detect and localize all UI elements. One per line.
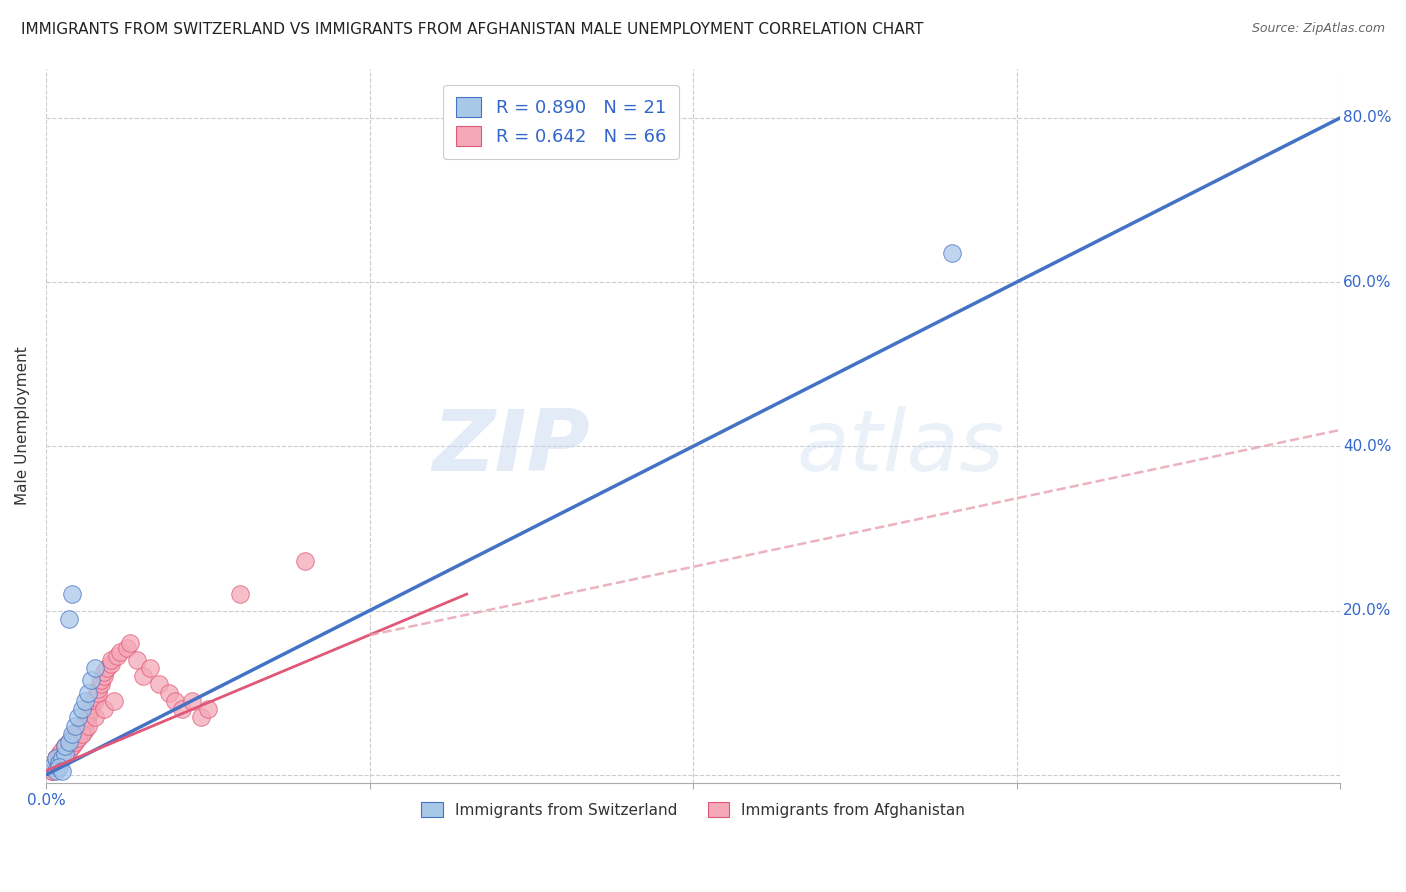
Text: IMMIGRANTS FROM SWITZERLAND VS IMMIGRANTS FROM AFGHANISTAN MALE UNEMPLOYMENT COR: IMMIGRANTS FROM SWITZERLAND VS IMMIGRANT… (21, 22, 924, 37)
Point (110, 645, 132, 659)
Point (77, 710, 100, 724)
Point (73, 694, 96, 708)
Point (73, 714, 96, 729)
Text: atlas: atlas (797, 406, 1005, 489)
Point (51, 751, 73, 765)
Text: 20.0%: 20.0% (1343, 603, 1392, 618)
Point (105, 648, 128, 663)
Point (93, 702, 115, 716)
Point (941, 246, 963, 260)
Point (157, 686, 180, 700)
Point (58, 743, 80, 757)
Point (132, 669, 155, 683)
Point (60, 587, 83, 601)
Point (55, 739, 77, 753)
Point (60, 727, 83, 741)
Point (197, 702, 219, 716)
Point (58, 735, 80, 749)
Point (80, 698, 103, 712)
Point (70, 727, 93, 741)
Point (41, 764, 63, 778)
Text: 80.0%: 80.0% (1343, 111, 1392, 125)
Point (58, 743, 80, 757)
Legend: Immigrants from Switzerland, Immigrants from Afghanistan: Immigrants from Switzerland, Immigrants … (413, 794, 973, 825)
Point (60, 739, 83, 753)
Point (63, 735, 86, 749)
Point (55, 739, 77, 753)
Point (70, 702, 93, 716)
Point (58, 735, 80, 749)
Point (180, 694, 202, 708)
Point (100, 653, 122, 667)
Point (138, 661, 160, 675)
Point (87, 681, 110, 696)
Point (90, 673, 112, 688)
Point (63, 727, 86, 741)
Point (77, 686, 100, 700)
Y-axis label: Male Unemployment: Male Unemployment (15, 346, 30, 505)
Point (67, 723, 90, 737)
Point (48, 756, 70, 770)
Point (148, 677, 170, 691)
Point (165, 694, 187, 708)
Point (229, 587, 252, 601)
Point (51, 743, 73, 757)
Point (51, 764, 73, 778)
Point (48, 756, 70, 770)
Point (55, 747, 77, 762)
Point (55, 747, 77, 762)
Point (58, 612, 80, 626)
Point (45, 764, 67, 778)
Point (87, 686, 110, 700)
Point (83, 694, 105, 708)
Point (45, 759, 67, 773)
Point (77, 706, 100, 721)
Point (48, 756, 70, 770)
Point (83, 690, 105, 704)
Point (63, 735, 86, 749)
Point (83, 710, 105, 724)
Point (125, 653, 148, 667)
Point (60, 731, 83, 745)
Point (93, 665, 115, 680)
Point (120, 636, 142, 650)
Point (67, 710, 90, 724)
Point (96, 661, 118, 675)
Text: 40.0%: 40.0% (1343, 439, 1392, 454)
Point (45, 751, 67, 765)
Point (67, 731, 90, 745)
Point (90, 677, 112, 691)
Point (70, 727, 93, 741)
Point (80, 702, 103, 716)
Point (55, 747, 77, 762)
Point (67, 731, 90, 745)
Point (83, 661, 105, 675)
Point (190, 710, 212, 724)
Point (80, 673, 103, 688)
Point (93, 669, 115, 683)
Point (41, 759, 63, 773)
Point (51, 751, 73, 765)
Point (51, 751, 73, 765)
Point (73, 723, 96, 737)
Point (70, 718, 93, 732)
Point (115, 640, 138, 655)
Text: Source: ZipAtlas.com: Source: ZipAtlas.com (1251, 22, 1385, 36)
Point (294, 554, 316, 568)
Point (103, 694, 125, 708)
Point (77, 718, 100, 732)
Point (63, 718, 86, 732)
Point (48, 759, 70, 773)
Point (45, 751, 67, 765)
Text: ZIP: ZIP (432, 406, 589, 489)
Text: 60.0%: 60.0% (1343, 275, 1392, 290)
Point (60, 739, 83, 753)
Point (45, 759, 67, 773)
Point (170, 702, 193, 716)
Point (48, 747, 70, 762)
Point (100, 657, 122, 671)
Point (41, 764, 63, 778)
